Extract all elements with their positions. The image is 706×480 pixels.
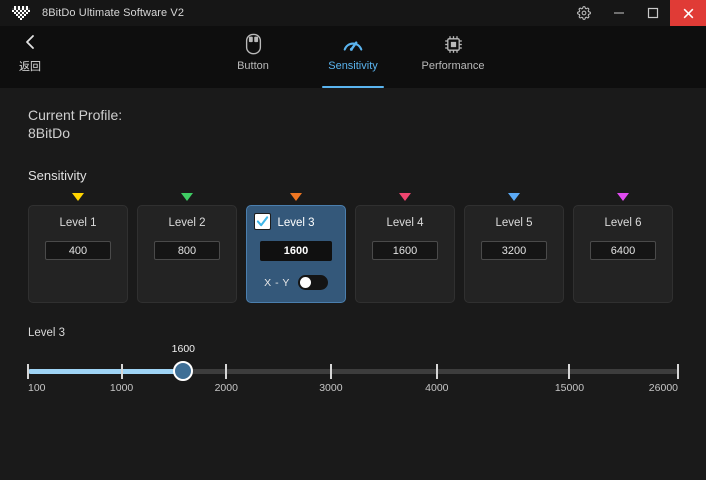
level-card[interactable]: Level 5 3200 [464, 205, 564, 303]
tab-bar: Button Sensitivity [220, 26, 486, 88]
mouse-icon [244, 32, 263, 56]
profile-name: 8BitDo [28, 125, 71, 141]
level-marker [573, 193, 673, 205]
level-marker [28, 193, 128, 205]
sensitivity-section-title: Sensitivity [28, 168, 87, 183]
triangle-marker-icon [72, 193, 84, 201]
tab-label: Performance [421, 60, 485, 72]
level-column: Level 2 800 [137, 193, 237, 303]
profile-caption: Current Profile: [28, 107, 123, 123]
gear-icon[interactable] [566, 0, 602, 26]
level-column: Level 6 6400 [573, 193, 673, 303]
xy-toggle-switch[interactable] [297, 275, 328, 290]
cpu-chip-icon [443, 32, 464, 56]
tab-button[interactable]: Button [220, 32, 286, 88]
checkmark-icon [256, 216, 269, 227]
level-value-input[interactable]: 6400 [590, 241, 656, 260]
level-value-input[interactable]: 400 [45, 241, 111, 260]
slider-tick-label: 15000 [554, 382, 585, 394]
slider-tick [329, 364, 332, 379]
level-value-input[interactable]: 1600 [260, 241, 332, 261]
xy-toggle-row: X - Y [264, 275, 328, 290]
level-card-title: Level 3 [277, 217, 315, 229]
slider-tick-label: 26000 [648, 382, 678, 394]
level-card-title: Level 4 [386, 217, 424, 229]
gauge-icon [341, 32, 365, 56]
window-controls [566, 0, 706, 26]
current-profile: Current Profile: 8BitDo [28, 106, 678, 142]
triangle-marker-icon [399, 193, 411, 201]
level-column: Level 4 1600 [355, 193, 455, 303]
slider-tick [435, 364, 438, 379]
level-card[interactable]: Level 6 6400 [573, 205, 673, 303]
triangle-marker-icon [617, 193, 629, 201]
level-marker [355, 193, 455, 205]
slider-tick-label: 3000 [319, 382, 343, 394]
level-card-title: Level 6 [604, 217, 642, 229]
app-title: 8BitDo Ultimate Software V2 [42, 7, 185, 19]
level-value-input[interactable]: 1600 [372, 241, 438, 260]
level-checkbox[interactable] [254, 213, 271, 230]
sensitivity-slider[interactable]: 100 1000 2000 3000 4000 15000 26000 1600 [27, 343, 679, 397]
slider-tick-label: 100 [28, 382, 46, 394]
level-column: Level 3 1600 X - Y [246, 193, 346, 303]
level-value-input[interactable]: 800 [154, 241, 220, 260]
slider-tick-label: 1000 [109, 382, 134, 394]
level-value-input[interactable]: 3200 [481, 241, 547, 260]
slider-tick [120, 364, 123, 379]
level-marker [464, 193, 564, 205]
level-card[interactable]: Level 3 1600 X - Y [246, 205, 346, 303]
level-card[interactable]: Level 2 800 [137, 205, 237, 303]
tab-label: Button [237, 60, 269, 72]
level-card-title: Level 5 [495, 217, 533, 229]
title-bar: 8BitDo Ultimate Software V2 [0, 0, 706, 26]
back-button[interactable]: 返回 [10, 32, 50, 74]
toggle-knob [299, 277, 311, 288]
level-marker [137, 193, 237, 205]
level-card-title: Level 2 [168, 217, 206, 229]
slider-tick [568, 364, 571, 379]
back-button-label: 返回 [19, 61, 41, 73]
level-column: Level 5 3200 [464, 193, 564, 303]
slider-tick-label: 2000 [214, 382, 238, 394]
triangle-marker-icon [181, 193, 193, 201]
slider-track[interactable] [28, 369, 678, 374]
close-icon[interactable] [670, 0, 706, 26]
tab-sensitivity[interactable]: Sensitivity [320, 32, 386, 88]
chevron-left-icon [23, 32, 38, 56]
level-column: Level 1 400 [28, 193, 128, 303]
nav-bar: 返回 Button Sensitivity [0, 26, 706, 88]
level-card[interactable]: Level 1 400 [28, 205, 128, 303]
triangle-marker-icon [508, 193, 520, 201]
level-marker [246, 193, 346, 205]
maximize-icon[interactable] [636, 0, 670, 26]
slider-tick-label: 4000 [425, 382, 449, 394]
pixel-heart-logo [12, 6, 30, 20]
slider-track-fill [28, 369, 184, 374]
slider-tick [677, 364, 679, 379]
level-card-list: Level 1 400 Level 2 800 Level 3 1600 X - Y Leve… [28, 193, 678, 303]
main-content: Current Profile: 8BitDo Sensitivity Leve… [0, 106, 706, 397]
slider-thumb[interactable] [173, 361, 194, 381]
minimize-icon[interactable] [602, 0, 636, 26]
slider-tick [27, 364, 29, 379]
slider-section: Level 3 100 1000 2000 3000 4000 15000 26000 160… [27, 327, 679, 397]
slider-tick [225, 364, 228, 379]
active-tab-underline [322, 86, 384, 88]
tab-label: Sensitivity [328, 60, 378, 72]
xy-toggle-label: X - Y [264, 276, 290, 289]
slider-label: Level 3 [28, 327, 66, 339]
slider-current-value: 1600 [171, 343, 196, 355]
tab-performance[interactable]: Performance [420, 32, 486, 88]
level-card[interactable]: Level 4 1600 [355, 205, 455, 303]
level-card-title: Level 1 [59, 217, 97, 229]
triangle-marker-icon [290, 193, 302, 201]
